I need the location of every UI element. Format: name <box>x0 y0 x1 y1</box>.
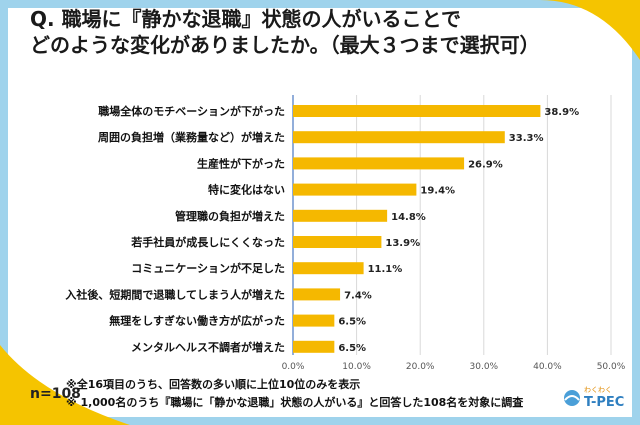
decor-yellow-corner-right <box>540 0 640 60</box>
value-label: 6.5% <box>338 317 366 328</box>
bar <box>293 157 465 170</box>
category-label: 職場全体のモチベーションが下がった <box>98 104 285 118</box>
logo-mark <box>564 390 580 406</box>
value-label: 7.4% <box>344 290 372 301</box>
bar <box>293 314 335 327</box>
category-labels: 職場全体のモチベーションが下がった周囲の負担増（業務量など）が増えた生産性が下が… <box>65 104 285 354</box>
category-label: 管理職の負担が増えた <box>175 209 285 223</box>
decor-yellow-corner <box>0 345 130 425</box>
title-line-2: どのような変化がありましたか。（最大３つまで選択可） <box>30 33 540 57</box>
chart-title: Q. 職場に『静かな退職』状態の人がいることで どのような変化がありましたか。（… <box>30 6 610 58</box>
bar <box>293 340 335 353</box>
value-label: 11.1% <box>368 264 403 275</box>
bars-group <box>293 105 541 353</box>
x-tick-label: 20.0% <box>406 362 435 372</box>
x-tick-label: 50.0% <box>597 362 626 372</box>
category-label: メンタルヘルス不調者が増えた <box>131 340 285 354</box>
x-tick-label: 30.0% <box>470 362 499 372</box>
bar <box>293 209 388 222</box>
category-label: 特に変化はない <box>208 183 285 197</box>
value-label: 38.9% <box>544 107 579 118</box>
bar <box>293 105 541 117</box>
sample-size-label: n=108 <box>30 386 81 402</box>
value-labels: 38.9% 33.3% 26.9% 19.4% 14.8% 13.9% 11.1% 7.4% 6… <box>338 107 579 354</box>
category-label: コミュニケーションが不足した <box>131 261 285 275</box>
x-tick-label: 0.0% <box>282 362 305 372</box>
value-label: 19.4% <box>420 186 455 197</box>
value-label: 13.9% <box>385 238 420 249</box>
category-label: 周囲の負担増（業務量など）が増えた <box>98 130 285 144</box>
bar <box>293 262 364 275</box>
bar <box>293 131 505 144</box>
note-line-1: ※全16項目のうち、回答数の多い順に上位10位のみを表示 <box>66 378 361 391</box>
value-label: 26.9% <box>468 159 503 170</box>
note-line-2: ※ 1,000名のうち『職場に「静かな退職」状態の人がいる』と回答した108名を… <box>66 396 524 409</box>
value-label: 6.5% <box>338 343 366 354</box>
title-line-1: Q. 職場に『静かな退職』状態の人がいることで <box>30 7 461 31</box>
category-label: 無理をしすぎない働き方が広がった <box>109 314 285 328</box>
bar <box>293 288 341 301</box>
value-label: 14.8% <box>391 212 426 223</box>
category-label: 若手社員が成長しにくくなった <box>131 235 285 249</box>
bar <box>293 236 382 248</box>
logo-text: T-PEC <box>584 395 624 410</box>
category-label: 生産性が下がった <box>197 156 285 170</box>
category-label: 入社後、短期間で退職してしまう人が増えた <box>65 287 285 301</box>
value-label: 33.3% <box>509 133 544 144</box>
bar <box>293 183 417 196</box>
tpec-logo: わくわく T-PEC <box>564 386 624 410</box>
logo-small-text: わくわく <box>584 386 612 394</box>
tick-labels: 0.0% 10.0% 20.0% 30.0% 40.0% 50.0% <box>282 362 626 372</box>
x-tick-label: 10.0% <box>342 362 371 372</box>
logo-wave <box>564 395 580 401</box>
x-tick-label: 40.0% <box>533 362 562 372</box>
